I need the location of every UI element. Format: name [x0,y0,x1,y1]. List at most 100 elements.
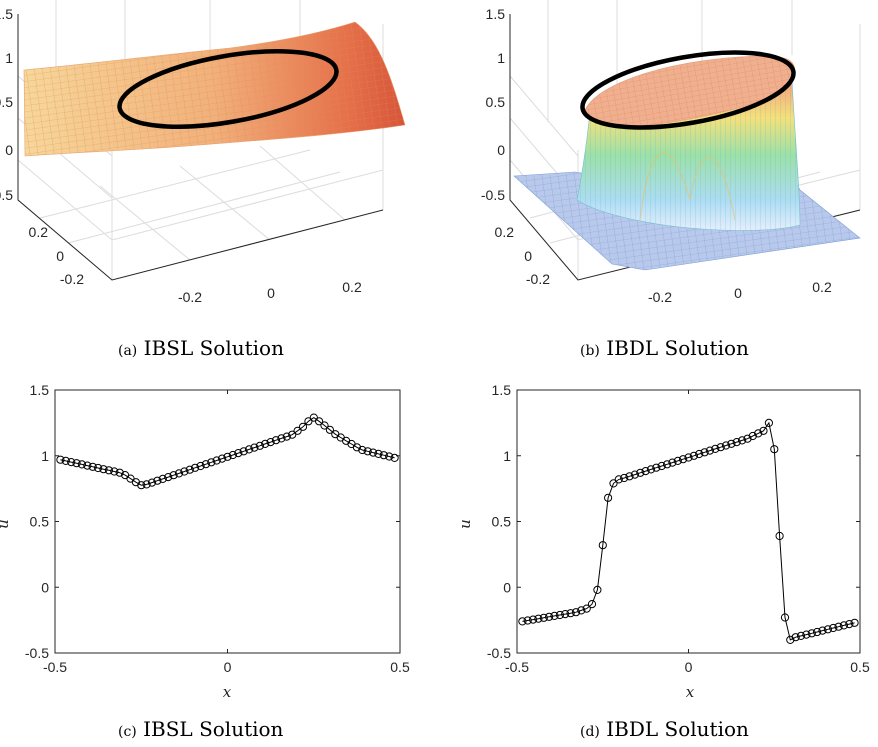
panel-c-data-point [72,459,81,468]
panel-c-data-point [239,447,248,456]
panel-d-data-point [796,631,806,641]
panel-d-data-point [566,609,575,618]
panel-d-data-point [571,608,581,617]
panel-c-data-point [223,452,232,461]
panel-d-y-tick-label: 0.5 [492,514,512,530]
panel-d-caption: (d) IBDL Solution [580,717,749,741]
panel-c-y-tick-label: 1 [41,448,49,464]
panel-b-z-ticks: 1.5 1 0.5 0 -0.5 [481,6,505,203]
panel-c-data-point [61,456,70,465]
panel-c-data-point [99,465,108,474]
panel-c-data-point [228,450,237,460]
panel-d-data-point [550,611,559,621]
panel-c-data-point [110,467,119,476]
panel-d-xlabel: x [686,683,695,701]
panel-d-data-point [818,626,827,635]
panel-c-data-point [352,443,361,452]
panel-b-caption: (b) IBDL Solution [580,336,749,360]
panel-a-caption: (a) IBSL Solution [118,336,284,360]
panel-d-data-point [743,434,752,443]
panel-b-z-tick: 0 [497,142,505,158]
panel-c-data-point [207,458,216,467]
panel-c-caption: (c) IBSL Solution [118,717,283,741]
panel-c-data-point [325,425,334,434]
panel-d-data-point [780,613,790,622]
panel-d-y-tick-label: 1.5 [492,382,512,398]
panel-a-surface-mesh [23,21,406,157]
panel-c-data-point [288,430,297,439]
panel-c-y-tick-label: 1.5 [30,382,50,398]
panel-c-data-point [147,478,157,487]
panel-d-data-point [609,479,618,488]
panel-d-data-point [593,585,602,595]
panel-d-caption-text: IBDL Solution [606,717,749,741]
panel-d-data-point [839,621,849,630]
panel-a-z-tick: -0.5 [0,187,13,203]
panel-d-data-point [764,418,774,427]
panel-d-data-point [598,541,607,550]
panel-d-y-ticks: 1.5 1 0.5 0 -0.5 [487,382,860,661]
panel-d-data-point [786,635,795,645]
panel-a-z-ticks: 1.5 1 0.5 0 -0.5 [0,6,13,203]
panel-d-data-point [663,460,672,469]
panel-c-data-point [201,460,210,469]
panel-a-axes-edges [17,14,384,281]
panel-d-data-point [646,465,656,474]
panel-d-data-point [834,622,843,631]
panel-d-data-point [754,429,763,438]
panel-a-interface-curve [117,49,339,129]
panel-b-x-tick: 0 [734,285,742,301]
panel-c-data-point [298,422,308,431]
panel-c-xlabel: x [223,683,232,701]
panel-d-data-point [657,461,666,471]
panel-c-data-point [196,461,205,471]
panel-d-data-point [652,463,661,472]
panel-c-data-point [250,443,259,452]
panel-a-z-tick: 1.5 [0,6,13,22]
panel-a-x-tick: 0.2 [342,279,362,295]
panel-b-z-tick: -0.5 [481,187,505,203]
panel-c-data-point [261,439,270,448]
panel-c-data-point [245,445,254,454]
panel-d-data-point [529,615,538,624]
panel-d-data-point [727,439,736,448]
panel-a-x-tick: 0 [267,285,275,301]
panel-c-data-point [385,452,394,461]
panel-b-surface-plot: 1.5 1 0.5 0 -0.5 0.2 0 -0.2 -0.2 0 0.2 [481,0,861,305]
panel-d-data-point [689,451,699,460]
panel-d-data-point [775,531,784,541]
panel-c-data-point [282,432,291,441]
panel-a-caption-text: IBSL Solution [143,336,284,360]
panel-a-x-ticks: -0.2 0 0.2 [178,279,362,305]
panel-a-z-tick: 1 [5,50,13,66]
panel-c-data-point [369,448,378,457]
panel-d-data-point [850,618,859,627]
panel-c-line-plot: 1.5 1 0.5 0 -0.5 -0.5 0 0.5 x u [0,382,410,701]
panel-c-data-point [158,474,167,483]
panel-d-data-point [695,449,704,459]
panel-d-data-point [518,617,527,626]
panel-c-data-point [320,421,329,430]
panel-c-y-tick-label: 0.5 [30,514,50,530]
panel-d-data-point [534,614,543,623]
panel-c-y-tick-label: 0 [41,579,49,595]
panel-d-x-tick-label: -0.5 [505,659,529,675]
panel-d-y-tick-label: 0 [503,579,511,595]
panel-c-markers [56,413,399,490]
panel-b-caption-tag: (b) [580,343,600,359]
panel-d-caption-tag: (d) [580,724,600,740]
panel-b-y-ticks: 0.2 0 -0.2 [495,224,551,287]
panel-c-data-point [137,481,146,490]
panel-c-data-point [56,455,65,464]
panel-c-x-tick-label: -0.5 [43,659,67,675]
panel-c-y-ticks: 1.5 1 0.5 0 -0.5 [25,382,400,661]
panel-d-data-point [539,613,548,622]
panel-d-data-point [770,445,779,454]
panel-d-data-point [604,493,613,502]
panel-b-x-tick: -0.2 [648,289,672,305]
panel-d-y-tick-label: 1 [503,448,511,464]
panel-d-data-point [748,431,757,441]
panel-d-data-point [807,629,816,638]
panel-c-data-point [185,465,194,474]
